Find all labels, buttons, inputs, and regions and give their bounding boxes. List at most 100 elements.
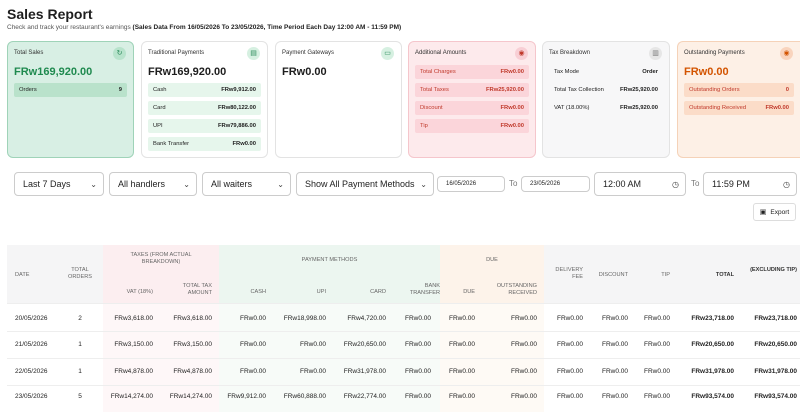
row-label: UPI — [153, 123, 163, 129]
cell-vat: FRw3,618.00 — [114, 315, 153, 322]
total-tax-row: Total Tax Collection FRw25,920.00 — [549, 83, 663, 97]
cell-discount: FRw0.00 — [601, 315, 628, 322]
page-title: Sales Report — [7, 6, 93, 22]
cell-bank: FRw0.00 — [404, 315, 431, 322]
cell-card: FRw22,774.00 — [343, 393, 386, 400]
row-value: Order — [642, 69, 658, 75]
date-to-value: 23/05/2026 — [530, 181, 561, 187]
alert-icon: ◉ — [780, 47, 793, 60]
discount-row: Discount FRw0.00 — [415, 101, 529, 115]
export-button[interactable]: ▣ Export — [753, 203, 796, 221]
row-value: FRw25,920.00 — [619, 105, 658, 111]
row-value: FRw0.00 — [232, 141, 256, 147]
cell-vat: FRw3,150.00 — [114, 341, 153, 348]
col-card: CARD — [370, 289, 386, 295]
row-label: Tax Mode — [554, 69, 580, 75]
cash-icon: ▤ — [247, 47, 260, 60]
time-from-input[interactable]: 12:00 AM ◷ — [594, 172, 686, 196]
total-charges-row: Total Charges FRw0.00 — [415, 65, 529, 79]
row-label: Outstanding Received — [689, 105, 747, 111]
cell-due: FRw0.00 — [448, 315, 475, 322]
export-label: Export — [770, 208, 790, 216]
cell-upi: FRw0.00 — [299, 341, 326, 348]
col-cash: CASH — [250, 289, 266, 295]
gateway-icon: ▭ — [381, 47, 394, 60]
outstanding-orders-row: Outstanding Orders 0 — [684, 83, 794, 97]
cell-orders: 2 — [78, 315, 82, 322]
clock-icon: ◷ — [783, 179, 790, 189]
cell-due: FRw0.00 — [448, 393, 475, 400]
period-select[interactable]: Last 7 Days ⌄ — [14, 172, 104, 196]
col-vat: VAT (18%) — [126, 289, 153, 295]
cell-upi: FRw18,998.00 — [283, 315, 326, 322]
cell-total: FRw20,650.00 — [691, 341, 734, 348]
cell-delivery: FRw0.00 — [556, 393, 583, 400]
cell-date: 21/05/2026 — [15, 341, 48, 348]
cell-tip: FRw0.00 — [643, 368, 670, 375]
cell-cash: FRw0.00 — [239, 368, 266, 375]
time-to-input[interactable]: 11:59 PM ◷ — [703, 172, 797, 196]
handlers-value: All handlers — [118, 179, 166, 189]
cell-total: FRw31,978.00 — [691, 368, 734, 375]
cell-discount: FRw0.00 — [601, 368, 628, 375]
cell-outstanding: FRw0.00 — [510, 315, 537, 322]
cell-outstanding: FRw0.00 — [510, 341, 537, 348]
cell-excl: FRw31,978.00 — [754, 368, 797, 375]
card-title: Payment Gateways — [282, 50, 335, 56]
row-value: FRw0.00 — [500, 105, 524, 111]
cell-total: FRw23,718.00 — [691, 315, 734, 322]
card-title: Additional Amounts — [415, 50, 467, 56]
col-upi: UPI — [316, 289, 326, 295]
row-value: FRw9,912.00 — [221, 87, 256, 93]
row-value: FRw0.00 — [500, 69, 524, 75]
row-label: Tip — [420, 123, 428, 129]
chevron-down-icon: ⌄ — [183, 179, 190, 189]
cell-discount: FRw0.00 — [601, 393, 628, 400]
cell-tax: FRw14,274.00 — [169, 393, 212, 400]
payment-method-select[interactable]: Show All Payment Methods ⌄ — [296, 172, 434, 196]
cell-date: 20/05/2026 — [15, 315, 48, 322]
handlers-select[interactable]: All handlers ⌄ — [109, 172, 197, 196]
row-divider — [7, 385, 800, 386]
period-value: Last 7 Days — [23, 179, 71, 189]
due-group-bg — [440, 245, 544, 303]
row-value: FRw79,886.00 — [217, 123, 256, 129]
orders-row: Orders 9 — [14, 83, 127, 97]
waiters-select[interactable]: All waiters ⌄ — [202, 172, 291, 196]
traditional-payments-card: Traditional Payments ▤ FRw169,920.00 Cas… — [141, 41, 268, 158]
col-delivery: DELIVERY FEE — [555, 267, 583, 281]
chevron-down-icon: ⌄ — [277, 179, 284, 189]
trash-icon: ▥ — [649, 47, 662, 60]
traditional-value: FRw169,920.00 — [148, 66, 227, 78]
cell-upi: FRw0.00 — [299, 368, 326, 375]
cell-delivery: FRw0.00 — [556, 341, 583, 348]
row-label: VAT (18.00%) — [554, 105, 590, 111]
cell-tip: FRw0.00 — [643, 315, 670, 322]
cell-orders: 1 — [78, 341, 82, 348]
cell-cash: FRw0.00 — [239, 315, 266, 322]
date-from-input[interactable]: 16/05/2026 — [437, 176, 505, 192]
row-value: FRw25,920.00 — [485, 87, 524, 93]
col-orders: TOTAL ORDERS — [68, 267, 92, 281]
outstanding-received-row: Outstanding Received FRw0.00 — [684, 101, 794, 115]
outstanding-payments-card: Outstanding Payments ◉ FRw0.00 Outstandi… — [677, 41, 800, 158]
time-from-value: 12:00 AM — [603, 179, 642, 189]
date-to-input[interactable]: 23/05/2026 — [521, 176, 590, 192]
row-label: Card — [153, 105, 166, 111]
time-to-value: 11:59 PM — [712, 179, 750, 189]
card-title: Outstanding Payments — [684, 50, 745, 56]
bank-transfer-row: Bank Transfer FRw0.00 — [148, 137, 261, 151]
card-row: Card FRw80,122.00 — [148, 101, 261, 115]
row-label: Cash — [153, 87, 167, 93]
cell-discount: FRw0.00 — [601, 341, 628, 348]
cell-delivery: FRw0.00 — [556, 315, 583, 322]
cell-orders: 5 — [78, 393, 82, 400]
page-subtitle: Check and track your restaurant's earnin… — [7, 24, 401, 31]
payment-value: Show All Payment Methods — [305, 179, 415, 189]
tax-breakdown-card: Tax Breakdown ▥ Tax Mode Order Total Tax … — [542, 41, 670, 158]
chevron-down-icon: ⌄ — [420, 179, 427, 189]
row-value: 9 — [118, 87, 122, 93]
row-label: Total Taxes — [420, 87, 449, 93]
cell-outstanding: FRw0.00 — [510, 393, 537, 400]
row-label: Outstanding Orders — [689, 87, 740, 93]
